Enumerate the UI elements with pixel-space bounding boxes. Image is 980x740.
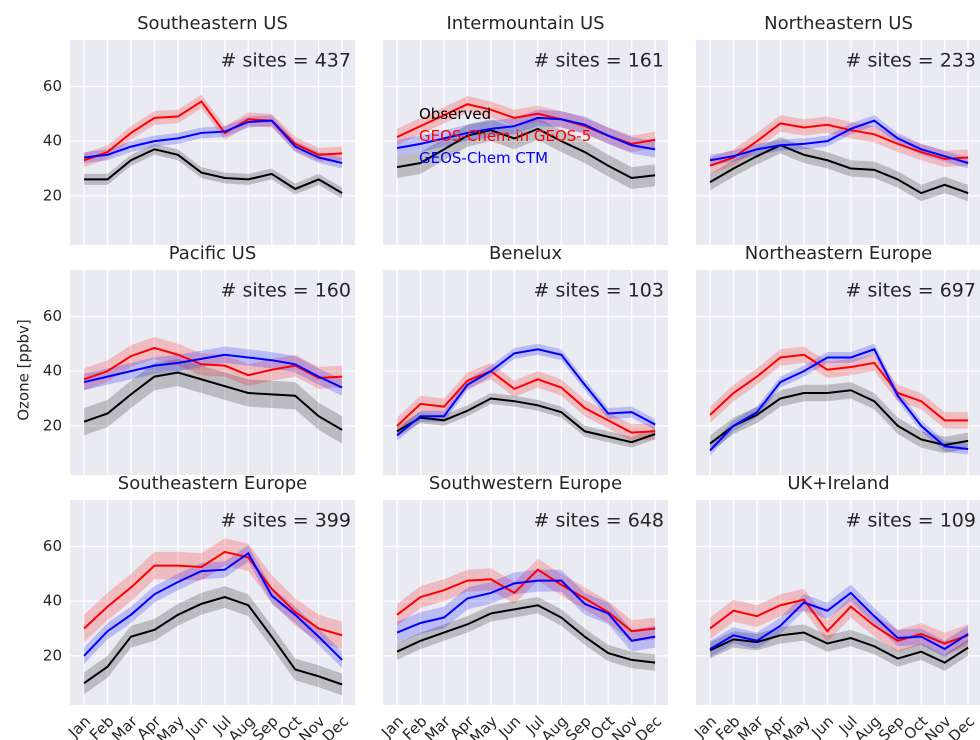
panel-title: Intermountain US bbox=[446, 13, 604, 34]
series-line bbox=[709, 348, 969, 452]
series-line bbox=[83, 371, 343, 431]
error-band bbox=[84, 586, 343, 696]
plot-background bbox=[696, 40, 980, 245]
annotation: # sites = 109 bbox=[846, 510, 976, 532]
y-tick-label: 40 bbox=[43, 592, 62, 610]
panel-title: Northeastern Europe bbox=[745, 243, 932, 264]
series-line bbox=[709, 591, 969, 651]
error-band bbox=[84, 346, 343, 396]
panel-title: Southeastern Europe bbox=[118, 473, 307, 494]
error-band bbox=[84, 538, 343, 649]
error-band bbox=[710, 382, 969, 454]
error-band bbox=[710, 137, 969, 202]
y-tick-label: 60 bbox=[43, 307, 62, 325]
series-line bbox=[709, 122, 969, 167]
panel-title: Northeastern US bbox=[764, 13, 913, 34]
error-band bbox=[84, 143, 343, 199]
panel-title: Benelux bbox=[489, 243, 562, 264]
error-band bbox=[397, 597, 656, 671]
x-tick-label: Sep bbox=[875, 712, 908, 740]
error-band bbox=[397, 393, 656, 448]
error-band bbox=[710, 346, 969, 429]
y-tick-label: 20 bbox=[43, 186, 62, 204]
annotation: # sites = 161 bbox=[534, 50, 664, 72]
error-band bbox=[397, 117, 656, 189]
y-tick-label: 20 bbox=[43, 646, 62, 664]
y-tick-label: 40 bbox=[43, 132, 62, 150]
series-line bbox=[396, 579, 656, 642]
error-band bbox=[397, 109, 656, 158]
series-line bbox=[83, 550, 343, 637]
series-line bbox=[396, 348, 656, 437]
y-axis-label: Ozone [ppbv] bbox=[15, 319, 33, 421]
series-line bbox=[396, 397, 656, 444]
series-line bbox=[709, 353, 969, 422]
series-line bbox=[709, 631, 969, 664]
error-band bbox=[397, 362, 656, 441]
series-line bbox=[396, 127, 656, 180]
panel-title: Southwestern Europe bbox=[429, 473, 622, 494]
error-band bbox=[710, 115, 969, 169]
x-tick-label: Jun bbox=[807, 712, 837, 740]
x-tick-label: Sep bbox=[249, 712, 282, 740]
y-tick-label: 60 bbox=[43, 77, 62, 95]
x-tick-label: Sep bbox=[562, 712, 595, 740]
series-line bbox=[83, 100, 343, 162]
annotation: # sites = 233 bbox=[846, 50, 976, 72]
series-line bbox=[396, 604, 656, 664]
legend-entry: GEOS-Chem CTM bbox=[419, 149, 548, 167]
x-tick-label: Jun bbox=[494, 712, 524, 740]
series-line bbox=[709, 144, 969, 195]
series-line bbox=[84, 148, 343, 194]
annotation: # sites = 437 bbox=[221, 50, 351, 72]
series-line bbox=[83, 353, 343, 389]
series-line bbox=[709, 119, 969, 164]
legend-entry: GEOS-Chem in GEOS-5 bbox=[419, 127, 591, 145]
series-line bbox=[709, 389, 969, 446]
series-line bbox=[396, 369, 656, 434]
series-line bbox=[83, 551, 343, 661]
x-tick-label: Jun bbox=[181, 712, 211, 740]
panel-title: UK+Ireland bbox=[787, 473, 889, 494]
y-tick-label: 40 bbox=[43, 362, 62, 380]
annotation: # sites = 160 bbox=[221, 280, 351, 302]
panel-title: Southeastern US bbox=[137, 13, 288, 34]
error-band bbox=[397, 558, 656, 643]
legend-entry: Observed bbox=[419, 105, 491, 123]
series-line bbox=[396, 116, 656, 151]
annotation: # sites = 103 bbox=[534, 280, 664, 302]
plot-background bbox=[696, 270, 980, 475]
y-tick-label: 20 bbox=[43, 416, 62, 434]
plot-background bbox=[383, 500, 668, 705]
annotation: # sites = 648 bbox=[534, 510, 664, 532]
plot-background bbox=[383, 270, 668, 475]
error-band bbox=[710, 115, 969, 174]
annotation: # sites = 399 bbox=[221, 510, 351, 532]
panel-title: Pacific US bbox=[169, 243, 257, 264]
series-line bbox=[83, 346, 343, 381]
y-tick-label: 60 bbox=[43, 537, 62, 555]
series-line bbox=[709, 598, 969, 645]
plot-background bbox=[70, 500, 355, 705]
series-line bbox=[83, 595, 343, 686]
plot-background bbox=[70, 40, 355, 245]
series-line bbox=[83, 119, 343, 164]
error-band bbox=[397, 96, 656, 153]
annotation: # sites = 697 bbox=[846, 280, 976, 302]
